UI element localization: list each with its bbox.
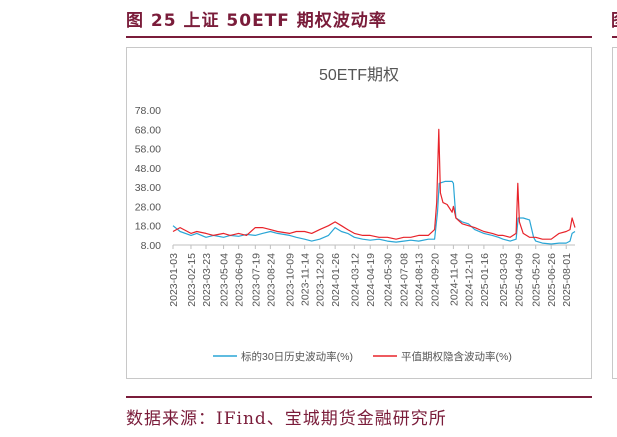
y-tick-label: 8.00 <box>141 240 162 252</box>
x-tick-label: 2024-09-20 <box>430 253 442 307</box>
x-tick-label: 2023-07-19 <box>250 253 262 307</box>
x-tick-label: 2025-06-26 <box>546 253 558 307</box>
legend-label-1: 标的30日历史波动率(%) <box>241 350 353 363</box>
x-tick-label: 2024-08-13 <box>414 253 426 307</box>
x-tick-label: 2023-01-03 <box>168 253 180 307</box>
x-tick-label: 2025-04-09 <box>514 253 526 307</box>
y-tick-label: 38.00 <box>135 182 161 194</box>
x-tick-label: 2024-04-19 <box>365 253 377 307</box>
x-tick-label: 2024-11-04 <box>448 253 460 306</box>
y-axis: 78.00 68.00 58.00 48.00 38.00 28.00 18.00 8.00 <box>135 105 161 252</box>
x-tick-label: 2023-08-24 <box>265 253 277 307</box>
y-tick-label: 78.00 <box>135 105 161 117</box>
x-tick-label: 2023-03-23 <box>201 253 213 307</box>
series-line-2 <box>172 128 576 240</box>
adjacent-figure-frame <box>612 47 617 379</box>
x-tick-label: 2023-10-09 <box>285 253 297 307</box>
series-line-1 <box>172 180 576 245</box>
x-tick-label: 2024-07-08 <box>399 253 411 307</box>
x-tick-label: 2024-03-12 <box>349 253 361 307</box>
volatility-chart: 50ETF期权 78.00 68.00 58.00 48.00 38.00 28.00 18… <box>135 66 576 363</box>
x-tick-label: 2025-08-01 <box>561 253 573 307</box>
x-tick-label: 2025-03-03 <box>498 253 510 307</box>
x-tick-label: 2025-01-16 <box>479 253 491 307</box>
chart-title: 50ETF期权 <box>319 66 399 84</box>
figure-title: 图 25 上证 50ETF 期权波动率 <box>126 11 387 31</box>
x-tick-label: 2023-05-04 <box>219 253 231 307</box>
x-tick-label: 2023-11-14 <box>300 253 312 306</box>
x-tick-label: 2025-05-20 <box>531 253 543 307</box>
x-tick-label: 2023-02-15 <box>186 253 198 307</box>
y-tick-label: 68.00 <box>135 124 161 136</box>
y-tick-label: 48.00 <box>135 163 161 175</box>
legend: 标的30日历史波动率(%) 平值期权隐含波动率(%) <box>213 350 512 363</box>
chart-frame: 50ETF期权 78.00 68.00 58.00 48.00 38.00 28.00 18… <box>126 47 592 379</box>
source-note: 数据来源：IFind、宝城期货金融研究所 <box>126 409 447 429</box>
x-tick-label: 2024-05-30 <box>382 253 394 307</box>
x-tick-label: 2024-01-26 <box>330 253 342 307</box>
series-lines <box>172 128 576 245</box>
y-tick-label: 28.00 <box>135 201 161 213</box>
legend-label-2: 平值期权隐含波动率(%) <box>401 350 512 363</box>
y-tick-label: 58.00 <box>135 144 161 156</box>
source-rule <box>126 396 592 398</box>
adjacent-figure-edge: 图 <box>611 6 617 31</box>
x-tick-label: 2023-12-20 <box>315 253 327 307</box>
title-rule <box>126 36 592 38</box>
x-axis: 2023-01-03 2023-02-15 2023-03-23 2023-05-04… <box>168 244 575 307</box>
adjacent-title-rule <box>612 36 617 38</box>
y-tick-label: 18.00 <box>135 221 161 233</box>
x-tick-label: 2023-06-09 <box>234 253 246 307</box>
x-tick-label: 2024-12-10 <box>463 253 475 307</box>
